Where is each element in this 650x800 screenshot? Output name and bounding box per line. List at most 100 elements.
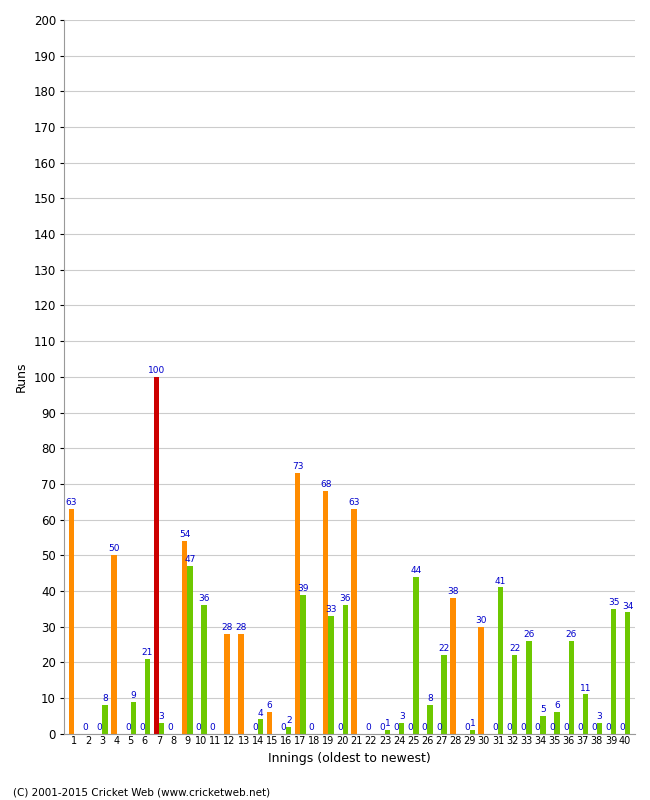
Text: 0: 0 — [393, 723, 399, 732]
Text: 0: 0 — [605, 723, 611, 732]
Text: 73: 73 — [292, 462, 304, 471]
Bar — [159, 723, 164, 734]
Text: 0: 0 — [436, 723, 441, 732]
Bar — [153, 377, 159, 734]
Bar — [441, 655, 447, 734]
Text: 50: 50 — [108, 545, 120, 554]
Text: 4: 4 — [257, 709, 263, 718]
Text: 6: 6 — [266, 702, 272, 710]
Text: 5: 5 — [540, 705, 546, 714]
Bar — [266, 712, 272, 734]
Bar — [328, 616, 334, 734]
Text: 0: 0 — [535, 723, 541, 732]
Bar — [145, 658, 150, 734]
Text: 6: 6 — [554, 702, 560, 710]
Bar — [224, 634, 229, 734]
Text: 26: 26 — [566, 630, 577, 639]
Bar — [526, 641, 532, 734]
Bar — [540, 716, 546, 734]
Text: 0: 0 — [422, 723, 428, 732]
Text: 3: 3 — [597, 712, 603, 721]
Text: 0: 0 — [309, 723, 315, 732]
Text: 35: 35 — [608, 598, 619, 607]
Bar — [470, 730, 475, 734]
Text: 11: 11 — [580, 684, 591, 693]
Text: 54: 54 — [179, 530, 190, 539]
Text: 0: 0 — [563, 723, 569, 732]
Text: 63: 63 — [348, 498, 359, 507]
Bar — [182, 541, 187, 734]
Bar — [385, 730, 390, 734]
Text: 0: 0 — [619, 723, 625, 732]
Text: 28: 28 — [235, 623, 247, 632]
Bar — [187, 566, 192, 734]
Bar — [343, 606, 348, 734]
Bar — [427, 705, 433, 734]
Text: 0: 0 — [337, 723, 343, 732]
Text: 47: 47 — [184, 555, 196, 564]
Text: 68: 68 — [320, 480, 332, 490]
Text: 0: 0 — [168, 723, 174, 732]
Text: 36: 36 — [198, 594, 210, 603]
Text: 8: 8 — [102, 694, 108, 703]
Bar — [300, 594, 306, 734]
Bar — [295, 473, 300, 734]
Text: 8: 8 — [427, 694, 433, 703]
Text: 30: 30 — [475, 616, 487, 625]
Bar — [286, 726, 291, 734]
Bar — [554, 712, 560, 734]
Text: 0: 0 — [549, 723, 554, 732]
Text: 33: 33 — [326, 605, 337, 614]
Text: 22: 22 — [439, 644, 450, 654]
Text: 21: 21 — [142, 648, 153, 657]
Bar — [258, 719, 263, 734]
Bar — [611, 609, 616, 734]
Bar — [202, 606, 207, 734]
Text: 44: 44 — [410, 566, 421, 575]
Text: 41: 41 — [495, 577, 506, 586]
Bar — [625, 612, 630, 734]
Bar — [413, 577, 419, 734]
Bar — [597, 723, 603, 734]
Text: (C) 2001-2015 Cricket Web (www.cricketweb.net): (C) 2001-2015 Cricket Web (www.cricketwe… — [13, 787, 270, 798]
Bar — [569, 641, 574, 734]
Bar — [323, 491, 328, 734]
Bar — [399, 723, 404, 734]
Text: 0: 0 — [97, 723, 103, 732]
Text: 0: 0 — [139, 723, 145, 732]
Bar — [450, 598, 456, 734]
Bar — [478, 626, 484, 734]
Text: 0: 0 — [592, 723, 597, 732]
Text: 1: 1 — [385, 719, 391, 728]
Text: 0: 0 — [281, 723, 286, 732]
Text: 100: 100 — [148, 366, 165, 375]
Bar — [498, 587, 503, 734]
Text: 39: 39 — [297, 584, 309, 593]
Text: 9: 9 — [131, 690, 136, 700]
Bar — [111, 555, 116, 734]
Text: 0: 0 — [365, 723, 371, 732]
Text: 0: 0 — [380, 723, 385, 732]
Bar — [583, 694, 588, 734]
Text: 63: 63 — [66, 498, 77, 507]
Bar — [239, 634, 244, 734]
Text: 0: 0 — [252, 723, 258, 732]
Text: 0: 0 — [196, 723, 202, 732]
Bar — [352, 509, 357, 734]
Y-axis label: Runs: Runs — [15, 362, 28, 392]
Text: 26: 26 — [523, 630, 534, 639]
Text: 28: 28 — [221, 623, 233, 632]
Bar — [103, 705, 108, 734]
Text: 22: 22 — [509, 644, 521, 654]
Text: 34: 34 — [622, 602, 634, 610]
Text: 3: 3 — [399, 712, 405, 721]
Text: 0: 0 — [577, 723, 583, 732]
Bar — [69, 509, 74, 734]
Text: 3: 3 — [159, 712, 164, 721]
Text: 0: 0 — [125, 723, 131, 732]
Text: 0: 0 — [493, 723, 498, 732]
Text: 0: 0 — [506, 723, 512, 732]
Bar — [131, 702, 136, 734]
Text: 1: 1 — [469, 719, 475, 728]
Text: 2: 2 — [286, 716, 292, 725]
